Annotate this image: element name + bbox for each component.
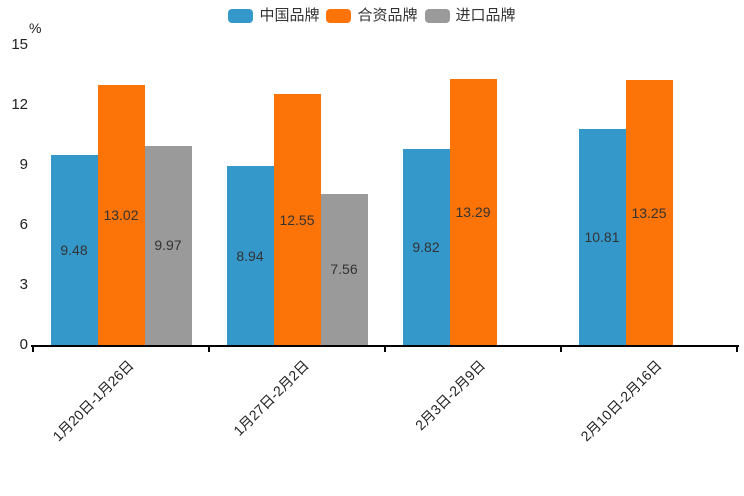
bar-chinese-brand-cat3 bbox=[578, 128, 626, 345]
bar-imported-brand-cat1 bbox=[320, 193, 368, 345]
bar-value-label-chinese-brand-cat2: 9.82 bbox=[412, 238, 440, 255]
bar-value-label-chinese-brand-cat0: 9.48 bbox=[60, 242, 88, 259]
bar-chinese-brand-cat1 bbox=[226, 166, 274, 345]
x-axis-tick bbox=[560, 347, 562, 352]
y-axis-tick-label: 0 bbox=[19, 336, 28, 353]
legend-item-joint-venture-brand[interactable]: 合资品牌 bbox=[326, 7, 418, 25]
y-axis-tick-label: 6 bbox=[19, 216, 28, 233]
bar-value-label-imported-brand-cat0: 9.97 bbox=[154, 237, 182, 254]
x-axis-line bbox=[31, 345, 739, 347]
bar-imported-brand-cat0 bbox=[144, 145, 192, 345]
bar-value-label-chinese-brand-cat1: 8.94 bbox=[236, 247, 264, 264]
legend-swatch-icon-imported-brand bbox=[424, 9, 450, 23]
bar-value-label-joint-venture-brand-cat2: 13.29 bbox=[455, 204, 491, 221]
y-axis-tick-label: 15 bbox=[11, 36, 28, 53]
bar-joint-venture-brand-cat0 bbox=[97, 84, 145, 345]
chart-legend: 中国品牌 合资品牌 进口品牌 bbox=[0, 7, 744, 25]
x-axis-tick bbox=[208, 347, 210, 352]
bar-value-label-joint-venture-brand-cat0: 13.02 bbox=[103, 206, 139, 223]
legend-item-chinese-brand[interactable]: 中国品牌 bbox=[228, 7, 319, 25]
bar-joint-venture-brand-cat3 bbox=[625, 80, 673, 345]
x-axis-tick bbox=[32, 347, 34, 352]
y-axis-tick-label: 3 bbox=[19, 276, 28, 293]
bar-value-label-joint-venture-brand-cat3: 13.25 bbox=[631, 204, 667, 221]
y-axis-unit-label: % bbox=[29, 20, 42, 36]
bar-chinese-brand-cat2 bbox=[402, 148, 450, 345]
legend-swatch-icon-joint-venture-brand bbox=[326, 9, 352, 23]
x-axis-category-label: 2月10日-2月16日 bbox=[577, 357, 665, 445]
x-axis-tick bbox=[384, 347, 386, 352]
legend-label-joint-venture-brand: 合资品牌 bbox=[357, 7, 418, 24]
bar-value-label-joint-venture-brand-cat1: 12.55 bbox=[279, 211, 315, 228]
x-axis-category-label: 1月27日-2月2日 bbox=[230, 357, 313, 439]
legend-label-chinese-brand: 中国品牌 bbox=[259, 7, 320, 24]
y-axis-tick-label: 9 bbox=[19, 156, 28, 173]
bar-joint-venture-brand-cat2 bbox=[449, 79, 497, 345]
x-axis-tick bbox=[736, 347, 738, 352]
y-axis-tick-label: 12 bbox=[11, 96, 28, 113]
bar-value-label-chinese-brand-cat3: 10.81 bbox=[584, 228, 620, 245]
x-axis-category-label: 2月3日-2月9日 bbox=[412, 357, 489, 434]
x-axis-category-label: 1月20日-1月26日 bbox=[49, 357, 137, 445]
bar-joint-venture-brand-cat1 bbox=[273, 94, 321, 345]
legend-item-imported-brand[interactable]: 进口品牌 bbox=[424, 7, 516, 25]
legend-swatch-icon-chinese-brand bbox=[228, 9, 254, 23]
legend-label-imported-brand: 进口品牌 bbox=[455, 7, 516, 24]
bar-chinese-brand-cat0 bbox=[50, 155, 98, 345]
bar-value-label-imported-brand-cat1: 7.56 bbox=[330, 261, 358, 278]
